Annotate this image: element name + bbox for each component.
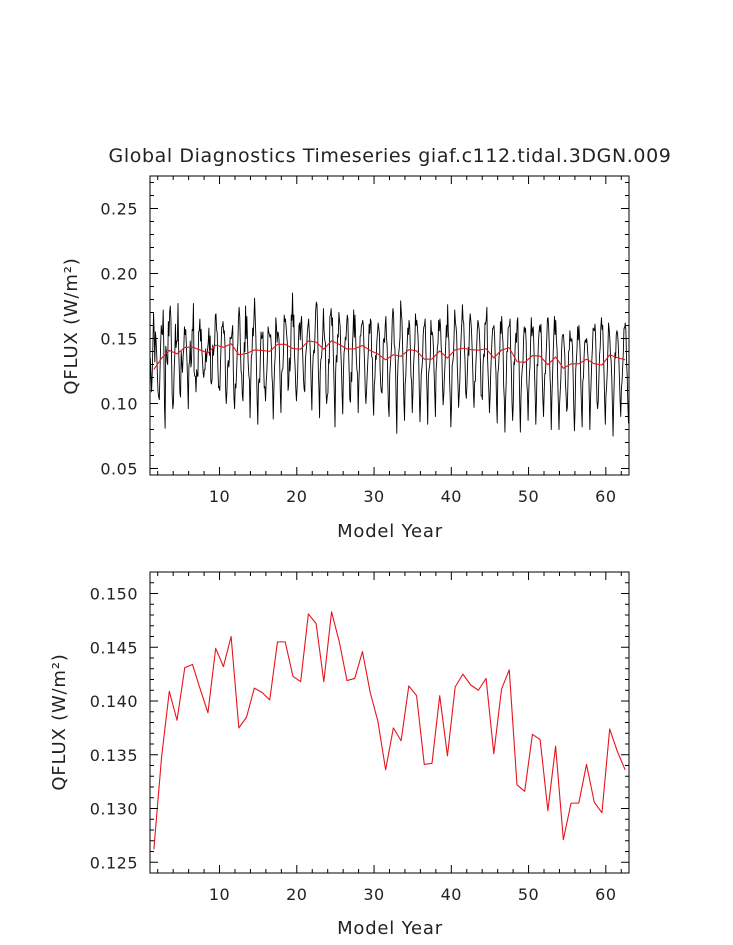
- y-axis-label-top: QFLUX (W/m²): [61, 257, 82, 394]
- plot-frame-top: [149, 175, 630, 476]
- x-tick-label-10: 10: [209, 885, 230, 904]
- series-line-monthly-top: [150, 292, 629, 437]
- y-tick-label-0.145: 0.145: [90, 638, 138, 657]
- y-tick-label-0.05: 0.05: [100, 460, 138, 479]
- chart-panel-top: Global Diagnostics Timeseries giaf.c112.…: [61, 145, 671, 542]
- x-tick-label-20: 20: [286, 885, 307, 904]
- plot-area-top: [150, 292, 629, 437]
- tick-labels-bottom: 10 20 30 40 50 60 0.125 0.130 0.135 0.140 0.145 0.1…: [90, 585, 616, 905]
- y-tick-label-0.135: 0.135: [90, 746, 138, 765]
- ticks-bottom: [150, 571, 629, 874]
- x-axis-label-top: Model Year: [337, 521, 443, 542]
- y-tick-label-0.140: 0.140: [90, 692, 138, 711]
- plot-frame-bottom: [149, 571, 630, 874]
- x-tick-label-40: 40: [441, 885, 462, 904]
- y-tick-label-0.15: 0.15: [100, 330, 138, 349]
- y-tick-label-0.25: 0.25: [100, 200, 138, 219]
- y-tick-label-0.20: 0.20: [100, 265, 138, 284]
- tick-labels-top: 10 20 30 40 50 60 0.05 0.10 0.15 0.20 0.25: [100, 200, 616, 507]
- x-tick-label-50: 50: [518, 885, 539, 904]
- ticks-top: [150, 176, 629, 475]
- chart-title: Global Diagnostics Timeseries giaf.c112.…: [109, 145, 672, 167]
- y-tick-label-0.10: 0.10: [100, 395, 138, 414]
- x-tick-label-50: 50: [518, 487, 539, 506]
- series-line-annual-top: [153, 340, 626, 370]
- x-tick-label-30: 30: [363, 885, 384, 904]
- x-tick-label-60: 60: [595, 487, 616, 506]
- x-tick-label-60: 60: [595, 885, 616, 904]
- y-tick-label-0.130: 0.130: [90, 800, 138, 819]
- y-axis-label-bottom: QFLUX (W/m²): [49, 653, 70, 790]
- y-tick-label-0.150: 0.150: [90, 585, 138, 604]
- y-tick-label-0.125: 0.125: [90, 853, 138, 872]
- plot-area-bottom: [153, 611, 626, 850]
- x-tick-label-10: 10: [209, 487, 230, 506]
- chart-panel-bottom: 10 20 30 40 50 60 0.125 0.130 0.135 0.140 0.145 0.1…: [49, 571, 630, 939]
- x-tick-label-30: 30: [363, 487, 384, 506]
- x-tick-label-40: 40: [441, 487, 462, 506]
- x-axis-label-bottom: Model Year: [337, 918, 443, 939]
- series-line-annual-bottom: [153, 611, 626, 850]
- x-tick-label-20: 20: [286, 487, 307, 506]
